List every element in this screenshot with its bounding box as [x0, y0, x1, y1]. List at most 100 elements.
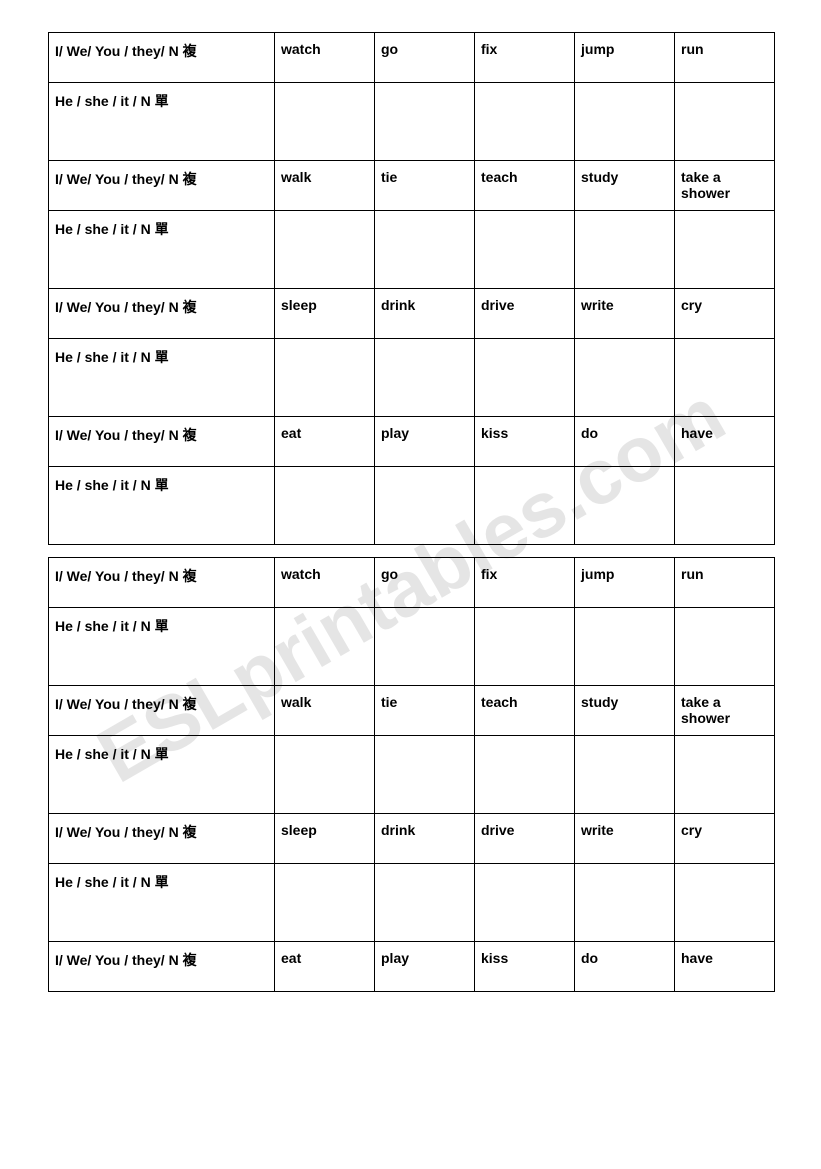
blank-cell[interactable]	[575, 608, 675, 686]
verb-cell: jump	[575, 33, 675, 83]
verb-cell: cry	[675, 814, 775, 864]
verb-cell: go	[375, 558, 475, 608]
verb-cell: run	[675, 558, 775, 608]
subject-plural: I/ We/ You / they/ N 複	[49, 289, 275, 339]
verb-cell: play	[375, 417, 475, 467]
verb-cell: fix	[475, 558, 575, 608]
verb-cell: take a shower	[675, 686, 775, 736]
singular-row: He / she / it / N 單	[49, 608, 775, 686]
subject-singular: He / she / it / N 單	[49, 211, 275, 289]
blank-cell[interactable]	[475, 83, 575, 161]
plural-row: I/ We/ You / they/ N 複watchgofixjumprun	[49, 33, 775, 83]
verb-cell: jump	[575, 558, 675, 608]
blank-cell[interactable]	[575, 211, 675, 289]
verb-cell: walk	[275, 161, 375, 211]
verb-cell: walk	[275, 686, 375, 736]
blank-cell[interactable]	[275, 83, 375, 161]
blank-cell[interactable]	[475, 467, 575, 545]
subject-plural: I/ We/ You / they/ N 複	[49, 558, 275, 608]
verb-cell: do	[575, 417, 675, 467]
blank-cell[interactable]	[275, 608, 375, 686]
page-content: I/ We/ You / they/ N 複watchgofixjumprunH…	[48, 32, 773, 992]
verb-cell: go	[375, 33, 475, 83]
plural-row: I/ We/ You / they/ N 複eatplaykissdohave	[49, 942, 775, 992]
blank-cell[interactable]	[575, 864, 675, 942]
verb-cell: fix	[475, 33, 575, 83]
blank-cell[interactable]	[575, 736, 675, 814]
singular-row: He / she / it / N 單	[49, 736, 775, 814]
blank-cell[interactable]	[475, 211, 575, 289]
subject-singular: He / she / it / N 單	[49, 608, 275, 686]
verb-cell: study	[575, 686, 675, 736]
blank-cell[interactable]	[375, 339, 475, 417]
blank-cell[interactable]	[375, 467, 475, 545]
blank-cell[interactable]	[275, 864, 375, 942]
verb-cell: watch	[275, 558, 375, 608]
table-gap	[48, 545, 773, 557]
verb-cell: drink	[375, 289, 475, 339]
singular-row: He / she / it / N 單	[49, 339, 775, 417]
blank-cell[interactable]	[275, 467, 375, 545]
subject-plural: I/ We/ You / they/ N 複	[49, 33, 275, 83]
verb-cell: kiss	[475, 417, 575, 467]
verb-cell: drive	[475, 289, 575, 339]
blank-cell[interactable]	[675, 467, 775, 545]
verb-cell: kiss	[475, 942, 575, 992]
singular-row: He / she / it / N 單	[49, 467, 775, 545]
blank-cell[interactable]	[275, 211, 375, 289]
subject-plural: I/ We/ You / they/ N 複	[49, 686, 275, 736]
blank-cell[interactable]	[275, 339, 375, 417]
blank-cell[interactable]	[475, 339, 575, 417]
verb-cell: take a shower	[675, 161, 775, 211]
verb-cell: have	[675, 417, 775, 467]
blank-cell[interactable]	[375, 736, 475, 814]
verb-cell: tie	[375, 161, 475, 211]
verb-table-1: I/ We/ You / they/ N 複watchgofixjumprunH…	[48, 32, 775, 545]
verb-cell: eat	[275, 942, 375, 992]
subject-plural: I/ We/ You / they/ N 複	[49, 942, 275, 992]
verb-cell: cry	[675, 289, 775, 339]
blank-cell[interactable]	[575, 339, 675, 417]
verb-cell: watch	[275, 33, 375, 83]
singular-row: He / she / it / N 單	[49, 211, 775, 289]
blank-cell[interactable]	[675, 736, 775, 814]
blank-cell[interactable]	[475, 864, 575, 942]
plural-row: I/ We/ You / they/ N 複walktieteachstudyt…	[49, 161, 775, 211]
verb-cell: have	[675, 942, 775, 992]
plural-row: I/ We/ You / they/ N 複walktieteachstudyt…	[49, 686, 775, 736]
verb-cell: play	[375, 942, 475, 992]
blank-cell[interactable]	[575, 83, 675, 161]
subject-singular: He / she / it / N 單	[49, 83, 275, 161]
blank-cell[interactable]	[375, 864, 475, 942]
plural-row: I/ We/ You / they/ N 複sleepdrinkdrivewri…	[49, 289, 775, 339]
verb-cell: sleep	[275, 814, 375, 864]
blank-cell[interactable]	[675, 864, 775, 942]
verb-cell: study	[575, 161, 675, 211]
blank-cell[interactable]	[575, 467, 675, 545]
blank-cell[interactable]	[675, 83, 775, 161]
blank-cell[interactable]	[375, 211, 475, 289]
blank-cell[interactable]	[375, 608, 475, 686]
blank-cell[interactable]	[675, 608, 775, 686]
blank-cell[interactable]	[675, 339, 775, 417]
subject-singular: He / she / it / N 單	[49, 864, 275, 942]
blank-cell[interactable]	[475, 608, 575, 686]
blank-cell[interactable]	[675, 211, 775, 289]
blank-cell[interactable]	[475, 736, 575, 814]
verb-cell: eat	[275, 417, 375, 467]
subject-singular: He / she / it / N 單	[49, 736, 275, 814]
plural-row: I/ We/ You / they/ N 複eatplaykissdohave	[49, 417, 775, 467]
subject-plural: I/ We/ You / they/ N 複	[49, 161, 275, 211]
singular-row: He / she / it / N 單	[49, 83, 775, 161]
verb-cell: sleep	[275, 289, 375, 339]
blank-cell[interactable]	[375, 83, 475, 161]
verb-cell: tie	[375, 686, 475, 736]
blank-cell[interactable]	[275, 736, 375, 814]
verb-cell: drive	[475, 814, 575, 864]
singular-row: He / she / it / N 單	[49, 864, 775, 942]
subject-plural: I/ We/ You / they/ N 複	[49, 814, 275, 864]
subject-singular: He / she / it / N 單	[49, 467, 275, 545]
plural-row: I/ We/ You / they/ N 複watchgofixjumprun	[49, 558, 775, 608]
verb-cell: drink	[375, 814, 475, 864]
subject-singular: He / she / it / N 單	[49, 339, 275, 417]
